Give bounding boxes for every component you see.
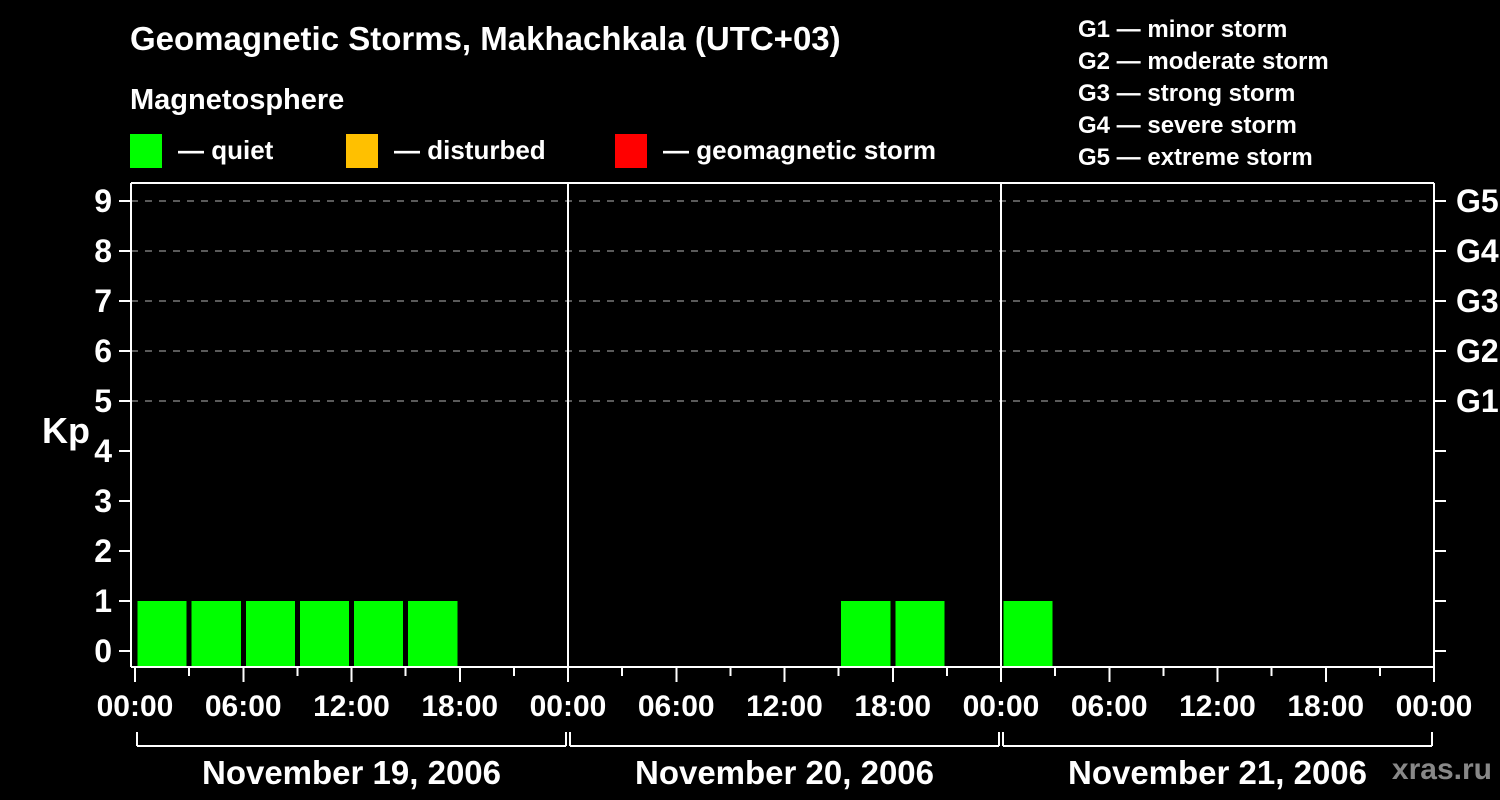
y-tick-label: 5 bbox=[94, 383, 112, 419]
date-label: November 19, 2006 bbox=[202, 754, 501, 791]
storm-color-swatch bbox=[615, 133, 647, 168]
time-label: 06:00 bbox=[205, 690, 282, 723]
g-level-label: G4 bbox=[1456, 233, 1499, 269]
g1-legend-line: G1 — minor storm bbox=[1078, 16, 1288, 43]
g-level-label: G2 bbox=[1456, 333, 1499, 369]
g5-legend-line: G5 — extreme storm bbox=[1078, 144, 1313, 171]
time-label: 06:00 bbox=[1071, 690, 1148, 723]
y-tick-label: 7 bbox=[94, 283, 112, 319]
g-level-label: G3 bbox=[1456, 283, 1499, 319]
time-label: 18:00 bbox=[854, 690, 931, 723]
y-tick-label: 2 bbox=[94, 533, 112, 569]
kp-bar bbox=[841, 601, 891, 667]
y-tick-label: 4 bbox=[94, 433, 112, 469]
g-level-label: G5 bbox=[1456, 183, 1499, 219]
time-label: 18:00 bbox=[421, 690, 498, 723]
legend-item-disturbed: — disturbed bbox=[346, 133, 546, 168]
y-tick-label: 6 bbox=[94, 333, 112, 369]
kp-bar bbox=[408, 601, 458, 667]
y-tick-label: 0 bbox=[94, 633, 112, 669]
time-label: 12:00 bbox=[746, 690, 823, 723]
kp-bar bbox=[299, 601, 349, 667]
date-label: November 20, 2006 bbox=[635, 754, 934, 791]
g4-legend-line: G4 — severe storm bbox=[1078, 112, 1297, 139]
storm-label: — geomagnetic storm bbox=[663, 135, 937, 165]
watermark-xras: xras.ru bbox=[1391, 753, 1492, 786]
kp-bar bbox=[245, 601, 295, 667]
time-label: 00:00 bbox=[963, 690, 1040, 723]
time-label: 12:00 bbox=[313, 690, 390, 723]
time-label: 00:00 bbox=[1396, 690, 1473, 723]
y-tick-label: 3 bbox=[94, 483, 112, 519]
quiet-color-swatch bbox=[130, 133, 162, 168]
time-label: 18:00 bbox=[1287, 690, 1364, 723]
date-label: November 21, 2006 bbox=[1068, 754, 1367, 791]
legend-item-storm: — geomagnetic storm bbox=[615, 133, 936, 168]
g-level-label: G1 bbox=[1456, 383, 1499, 419]
kp-bar bbox=[895, 601, 945, 667]
time-label: 00:00 bbox=[97, 690, 174, 723]
g3-legend-line: G3 — strong storm bbox=[1078, 80, 1296, 107]
time-label: 00:00 bbox=[530, 690, 607, 723]
g2-legend-line: G2 — moderate storm bbox=[1078, 48, 1329, 75]
magnetosphere-label: Magnetosphere bbox=[130, 84, 345, 116]
y-tick-label: 1 bbox=[94, 583, 112, 619]
kp-bar bbox=[137, 601, 187, 667]
legend-item-quiet: — quiet bbox=[130, 133, 273, 168]
time-label: 12:00 bbox=[1179, 690, 1256, 723]
disturbed-label: — disturbed bbox=[394, 135, 546, 165]
y-tick-label: 9 bbox=[94, 183, 112, 219]
kp-bar bbox=[354, 601, 404, 667]
chart-title: Geomagnetic Storms, Makhachkala (UTC+03) bbox=[130, 20, 841, 57]
time-label: 06:00 bbox=[638, 690, 715, 723]
kp-axis-title: Kp bbox=[42, 410, 90, 451]
disturbed-color-swatch bbox=[346, 133, 378, 168]
quiet-label: — quiet bbox=[178, 135, 274, 165]
g-scale-legend: G1 — minor storm G2 — moderate storm G3 … bbox=[1078, 14, 1329, 174]
kp-bar bbox=[191, 601, 241, 667]
kp-bar bbox=[1003, 601, 1053, 667]
y-tick-label: 8 bbox=[94, 233, 112, 269]
